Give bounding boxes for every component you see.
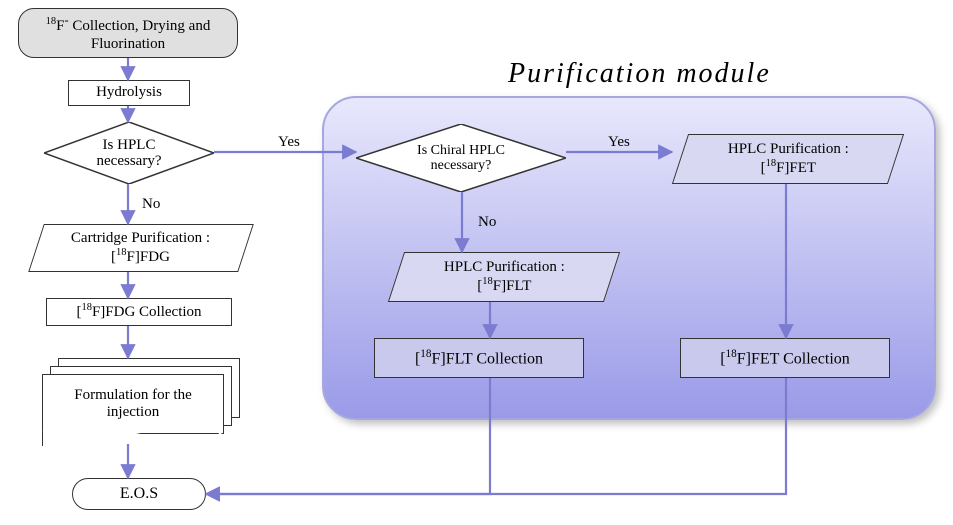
- edge-label-d2-yes: Yes: [608, 134, 630, 151]
- node-decision-hplc-label: Is HPLCnecessary?: [97, 137, 162, 170]
- node-decision-chiral-label: Is Chiral HPLCnecessary?: [417, 143, 505, 174]
- node-eos: E.O.S: [72, 478, 206, 510]
- node-formulation-label: Formulation for theinjection: [74, 387, 191, 421]
- node-formulation: Formulation for theinjection: [42, 358, 242, 432]
- node-decision-chiral: Is Chiral HPLCnecessary?: [356, 124, 566, 192]
- node-hplc-flt: HPLC Purification :[18F]FLT: [388, 252, 620, 302]
- edge-label-d2-no: No: [478, 214, 496, 231]
- node-start-label: 18F- Collection, Drying andFluorination: [46, 13, 211, 53]
- node-cartridge-purification: Cartridge Purification :[18F]FDG: [28, 224, 254, 272]
- node-flt-collection: [18F]FLT Collection: [374, 338, 584, 378]
- node-eos-label: E.O.S: [120, 485, 158, 503]
- module-title: Purification module: [508, 58, 771, 90]
- node-fdg-collection-label: [18F]FDG Collection: [76, 302, 201, 321]
- node-hplc-fet: HPLC Purification :[18F]FET: [672, 134, 904, 184]
- node-start: 18F- Collection, Drying andFluorination: [18, 8, 238, 58]
- node-decision-hplc: Is HPLCnecessary?: [44, 122, 214, 184]
- node-hplc-fet-label: HPLC Purification :[18F]FET: [728, 141, 849, 178]
- node-hplc-flt-label: HPLC Purification :[18F]FLT: [444, 259, 565, 296]
- edge-label-d1-yes: Yes: [278, 134, 300, 151]
- node-flt-collection-label: [18F]FLT Collection: [415, 348, 543, 369]
- node-hydrolysis-label: Hydrolysis: [96, 84, 162, 101]
- node-hydrolysis: Hydrolysis: [68, 80, 190, 106]
- node-fdg-collection: [18F]FDG Collection: [46, 298, 232, 326]
- node-fet-collection: [18F]FET Collection: [680, 338, 890, 378]
- edge-label-d1-no: No: [142, 196, 160, 213]
- node-fet-collection-label: [18F]FET Collection: [720, 348, 850, 369]
- node-cartridge-label: Cartridge Purification :[18F]FDG: [71, 230, 210, 267]
